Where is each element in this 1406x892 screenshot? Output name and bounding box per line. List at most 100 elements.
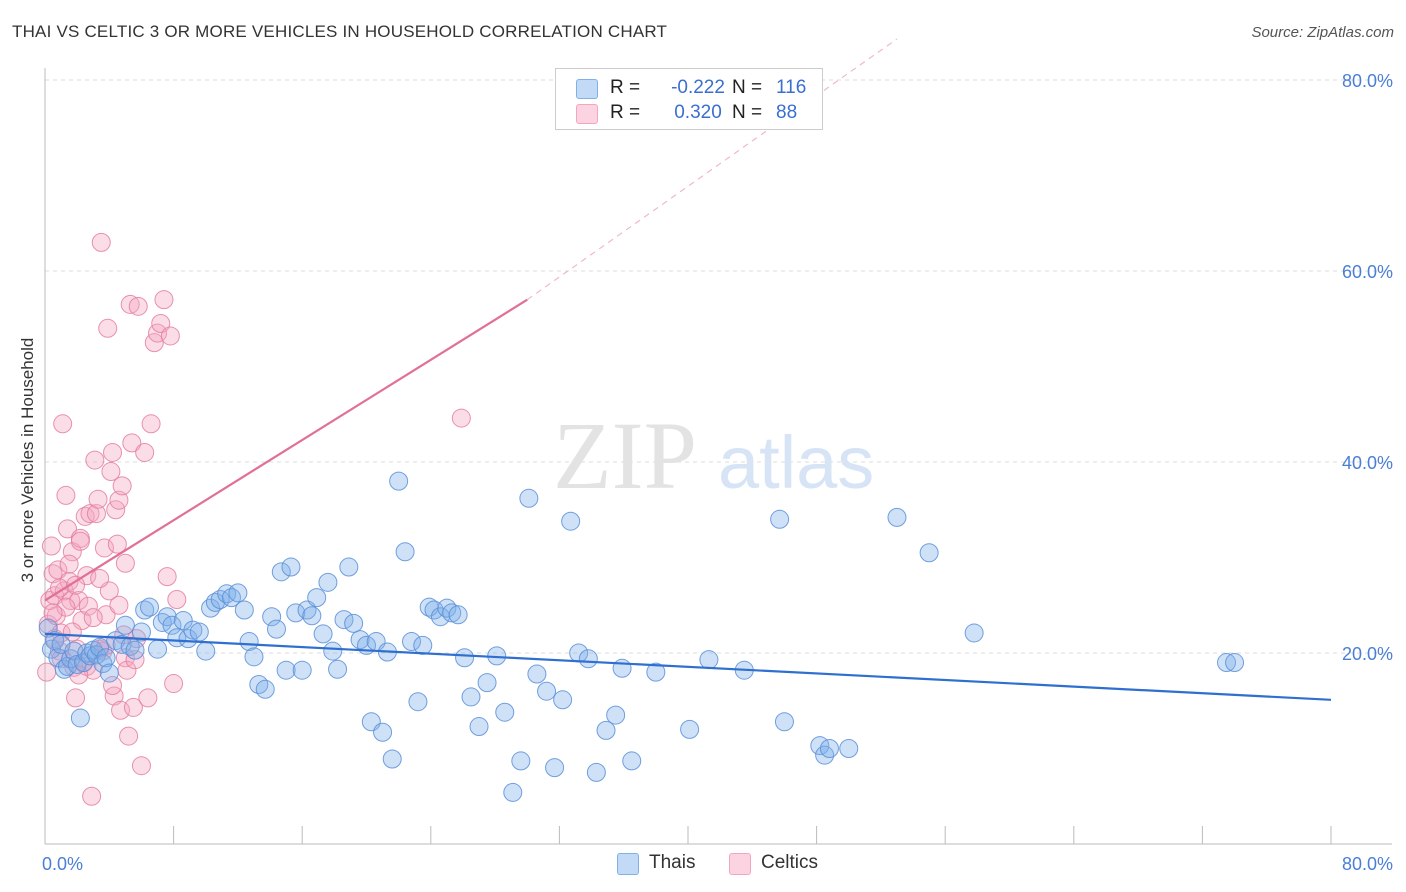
data-point-celtics	[58, 519, 78, 539]
data-point-celtics	[85, 450, 105, 470]
data-point-celtics	[43, 603, 63, 623]
data-point-thais	[578, 649, 598, 669]
series-celtics	[37, 232, 471, 806]
data-point-thais	[281, 557, 301, 577]
data-point-thais	[919, 543, 939, 563]
data-point-thais	[131, 622, 151, 642]
data-point-celtics	[66, 575, 86, 595]
data-point-celtics	[80, 504, 100, 524]
data-point-thais	[606, 705, 626, 725]
data-point-thais	[234, 600, 254, 620]
data-point-thais	[553, 690, 573, 710]
data-point-thais	[1225, 653, 1245, 673]
data-point-celtics	[53, 414, 73, 434]
data-point-celtics	[86, 504, 106, 524]
data-point-thais	[402, 632, 422, 652]
data-point-thais	[157, 607, 177, 627]
data-point-thais	[178, 629, 198, 649]
legend-r-value: -0.222	[671, 77, 725, 98]
data-point-thais	[148, 639, 168, 659]
data-point-thais	[54, 659, 74, 679]
data-point-thais	[442, 603, 462, 623]
watermark-zip: ZIP	[553, 402, 697, 509]
data-point-thais	[596, 720, 616, 740]
y-tick-label: 60.0%	[1342, 262, 1393, 282]
data-point-thais	[115, 615, 135, 635]
data-point-thais	[139, 597, 159, 617]
data-point-celtics	[451, 408, 471, 428]
data-point-celtics	[90, 569, 110, 589]
chart-title: THAI VS CELTIC 3 OR MORE VEHICLES IN HOU…	[12, 22, 668, 41]
data-point-thais	[328, 659, 348, 679]
data-point-thais	[964, 623, 984, 643]
axes	[44, 68, 1392, 845]
data-point-thais	[90, 637, 110, 657]
data-point-thais	[477, 673, 497, 693]
data-point-thais	[503, 782, 523, 802]
data-point-thais	[612, 658, 632, 678]
data-point-celtics	[119, 726, 139, 746]
data-point-celtics	[59, 554, 79, 574]
data-point-thais	[307, 588, 327, 608]
data-point-thais	[318, 572, 338, 592]
data-point-thais	[189, 622, 209, 642]
data-point-thais	[323, 641, 343, 661]
data-point-thais	[302, 606, 322, 626]
data-point-celtics	[49, 578, 69, 598]
data-point-celtics	[98, 318, 118, 338]
data-point-celtics	[167, 590, 187, 610]
data-point-thais	[183, 620, 203, 640]
data-point-thais	[561, 511, 581, 531]
data-point-celtics	[123, 697, 143, 717]
data-point-thais	[537, 681, 557, 701]
data-point-celtics	[128, 296, 148, 316]
data-point-thais	[469, 717, 489, 737]
data-point-thais	[511, 751, 531, 771]
data-point-thais	[271, 562, 291, 582]
legend-r-value: 0.320	[674, 102, 722, 123]
data-point-thais	[96, 648, 116, 668]
trend-lines	[44, 38, 1332, 701]
data-point-celtics	[78, 596, 98, 616]
data-point-thais	[344, 613, 364, 633]
data-point-thais	[527, 664, 547, 684]
data-point-celtics	[141, 414, 161, 434]
data-point-celtics	[56, 485, 76, 505]
data-point-thais	[774, 712, 794, 732]
data-point-celtics	[61, 590, 81, 610]
trend-line-celtics	[44, 298, 528, 602]
data-point-thais	[622, 751, 642, 771]
legend-swatch-celtics	[576, 104, 598, 124]
data-point-thais	[239, 632, 259, 652]
data-point-thais	[244, 647, 264, 667]
data-point-celtics	[94, 538, 114, 558]
x-tick-label: 0.0%	[42, 854, 83, 874]
legend-swatch-thais	[617, 853, 639, 875]
data-point-celtics	[103, 675, 123, 695]
legend-label-thais: Thais	[649, 852, 696, 873]
data-point-celtics	[107, 534, 127, 554]
data-point-thais	[770, 509, 790, 529]
data-point-celtics	[138, 688, 158, 708]
data-point-thais	[680, 719, 700, 739]
data-point-celtics	[101, 462, 121, 482]
correlation-legend: R = -0.222 N = 116 R = 0.320 N = 88	[555, 68, 823, 130]
data-point-celtics	[82, 786, 102, 806]
data-point-celtics	[112, 476, 132, 496]
data-point-thais	[173, 611, 193, 631]
data-point-celtics	[109, 490, 129, 510]
legend-swatch-celtics	[729, 853, 751, 875]
data-point-thais	[461, 687, 481, 707]
data-point-celtics	[41, 536, 61, 556]
data-point-thais	[839, 739, 859, 758]
legend-label-celtics: Celtics	[761, 852, 819, 873]
data-point-celtics	[154, 290, 174, 310]
data-point-thais	[112, 634, 132, 654]
data-point-thais	[276, 660, 296, 680]
data-point-celtics	[131, 756, 151, 776]
legend-n-label: N =	[732, 77, 763, 98]
data-point-thais	[545, 758, 565, 778]
data-point-thais	[413, 635, 433, 655]
data-point-thais	[292, 660, 312, 680]
data-point-thais	[455, 648, 475, 668]
